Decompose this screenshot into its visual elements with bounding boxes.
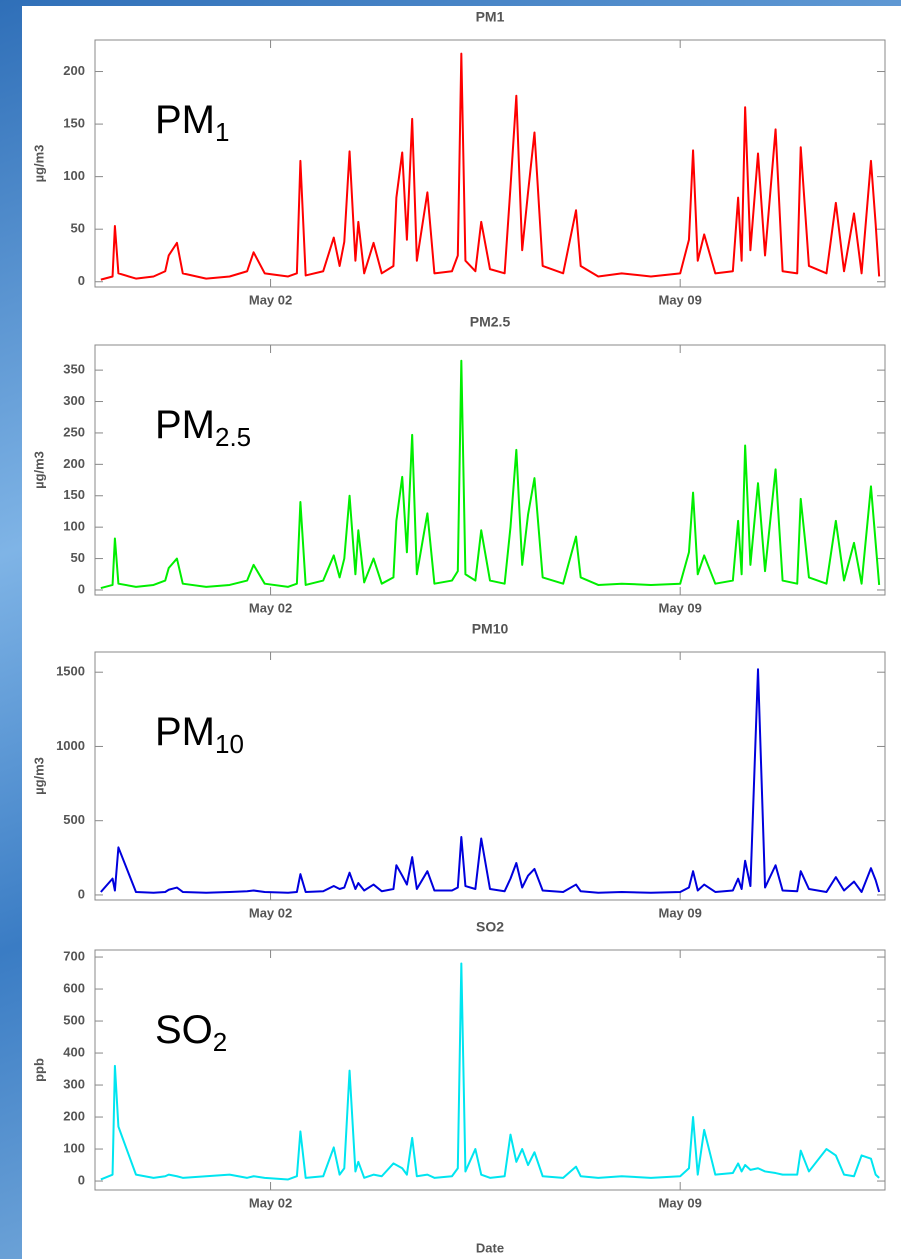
y-tick-label: 150 bbox=[63, 116, 85, 131]
annotation-subscript: 10 bbox=[215, 729, 244, 759]
x-tick-label: May 09 bbox=[658, 905, 701, 920]
plot-frame bbox=[94, 651, 886, 901]
data-line bbox=[100, 962, 880, 1181]
annotation-subscript: 2.5 bbox=[215, 422, 251, 452]
x-tick-label: May 09 bbox=[658, 292, 701, 307]
x-axis-label: Date bbox=[476, 1240, 504, 1255]
y-tick-label: 700 bbox=[63, 948, 85, 963]
y-tick-label: 100 bbox=[63, 168, 85, 183]
y-tick-label: 300 bbox=[63, 393, 85, 408]
annotation-text: PM bbox=[155, 98, 215, 142]
plot-frame bbox=[94, 39, 886, 288]
y-axis-label: µg/m3 bbox=[31, 451, 46, 489]
y-axis-label: µg/m3 bbox=[31, 145, 46, 183]
y-tick-label: 100 bbox=[63, 1140, 85, 1155]
y-tick-label: 600 bbox=[63, 980, 85, 995]
y-tick-label: 0 bbox=[78, 273, 85, 288]
y-tick-label: 300 bbox=[63, 1076, 85, 1091]
data-line bbox=[100, 359, 881, 590]
y-tick-label: 200 bbox=[63, 63, 85, 78]
panel-annotation: PM2.5 bbox=[155, 403, 251, 452]
x-tick-label: May 02 bbox=[249, 905, 292, 920]
panel-annotation: SO2 bbox=[155, 1008, 227, 1057]
x-tick-label: May 02 bbox=[249, 1195, 292, 1210]
annotation-text: SO bbox=[155, 1008, 213, 1052]
plot-frame bbox=[94, 949, 886, 1191]
y-axis-label: ppb bbox=[31, 1058, 46, 1082]
panel-annotation: PM1 bbox=[155, 98, 229, 147]
y-tick-label: 500 bbox=[63, 812, 85, 827]
plot-frame bbox=[94, 344, 886, 596]
y-tick-label: 400 bbox=[63, 1044, 85, 1059]
x-tick-label: May 09 bbox=[658, 600, 701, 615]
y-tick-label: 250 bbox=[63, 424, 85, 439]
annotation-subscript: 1 bbox=[215, 117, 229, 147]
data-line bbox=[100, 52, 881, 281]
y-tick-label: 0 bbox=[78, 886, 85, 901]
y-tick-label: 150 bbox=[63, 487, 85, 502]
y-tick-label: 0 bbox=[78, 581, 85, 596]
annotation-text: PM bbox=[155, 403, 215, 447]
y-tick-label: 1500 bbox=[56, 664, 85, 679]
x-tick-label: May 02 bbox=[249, 292, 292, 307]
y-axis-label: µg/m3 bbox=[31, 757, 46, 795]
x-tick-label: May 02 bbox=[249, 600, 292, 615]
y-tick-label: 200 bbox=[63, 456, 85, 471]
y-tick-label: 100 bbox=[63, 519, 85, 534]
chart-title: PM10 bbox=[472, 621, 509, 637]
y-tick-label: 50 bbox=[71, 221, 85, 236]
y-tick-label: 50 bbox=[71, 550, 85, 565]
y-tick-label: 200 bbox=[63, 1108, 85, 1123]
annotation-text: PM bbox=[155, 710, 215, 754]
chart-title: SO2 bbox=[476, 919, 504, 935]
y-tick-label: 350 bbox=[63, 362, 85, 377]
x-tick-label: May 09 bbox=[658, 1195, 701, 1210]
annotation-subscript: 2 bbox=[213, 1027, 227, 1057]
panel-annotation: PM10 bbox=[155, 710, 244, 759]
data-line bbox=[100, 668, 881, 894]
chart-title: PM2.5 bbox=[470, 314, 511, 330]
y-tick-label: 500 bbox=[63, 1012, 85, 1027]
chart-title: PM1 bbox=[476, 9, 505, 25]
y-tick-label: 0 bbox=[78, 1172, 85, 1187]
y-tick-label: 1000 bbox=[56, 738, 85, 753]
